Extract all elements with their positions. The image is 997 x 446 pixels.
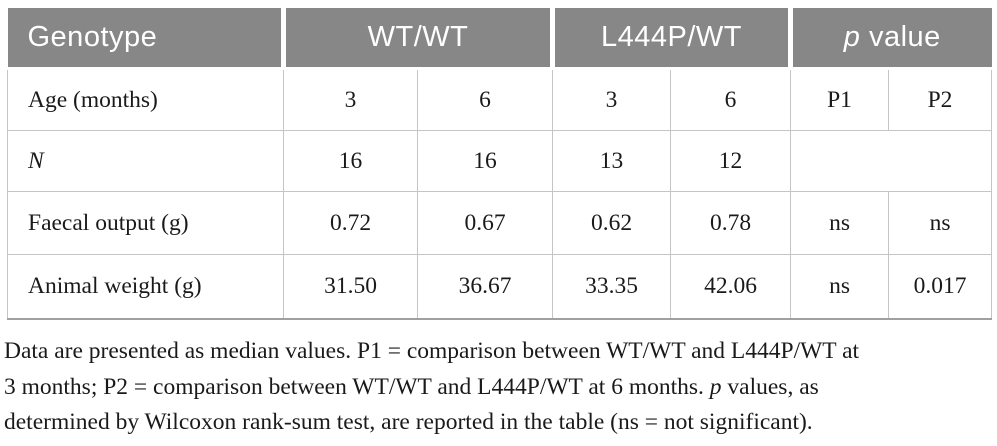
label-animal-weight: Animal weight (g) [7, 254, 284, 320]
footnote-segment: determined by Wilcoxon rank-sum test, ar… [4, 409, 813, 435]
p-value-italic-p: p [843, 21, 861, 53]
table-body: Age (months) 3 6 3 6 P1 P2 N 16 16 13 12… [7, 68, 993, 320]
footnote: Data are presented as median values. P1 … [4, 334, 991, 441]
footnote-line: determined by Wilcoxon rank-sum test, ar… [4, 405, 991, 441]
header-l444pwt: L444P/WT [550, 8, 791, 70]
faecal-p2: ns [888, 191, 993, 255]
row-animal-weight: Animal weight (g) 31.50 36.67 33.35 42.0… [7, 254, 993, 320]
age-l444p-3m: 3 [552, 68, 672, 131]
n-wt-6m: 16 [416, 130, 554, 192]
footnote-line: Data are presented as median values. P1 … [4, 334, 991, 370]
weight-l444p-6m: 42.06 [670, 254, 792, 320]
p-value-rest: value [860, 21, 941, 53]
weight-p1: ns [790, 254, 890, 320]
footnote-italic-segment: p [709, 373, 722, 400]
label-faecal-output: Faecal output (g) [7, 191, 284, 255]
n-wt-3m: 16 [283, 130, 418, 192]
weight-wt-6m: 36.67 [416, 254, 554, 320]
weight-p2: 0.017 [888, 254, 993, 320]
n-l444p-3m: 13 [552, 130, 672, 192]
row-n: N 16 16 13 12 [7, 130, 993, 192]
row-faecal-output: Faecal output (g) 0.72 0.67 0.62 0.78 ns… [7, 191, 993, 255]
header-wtwt: WT/WT [280, 8, 553, 70]
weight-wt-3m: 31.50 [283, 254, 418, 320]
footnote-segment: Data are presented as median values. P1 … [4, 338, 860, 364]
n-l444p-6m: 12 [670, 130, 792, 192]
row-age: Age (months) 3 6 3 6 P1 P2 [7, 68, 993, 131]
table-header: Genotype WT/WT L444P/WT p value [7, 8, 992, 70]
faecal-wt-3m: 0.72 [283, 191, 418, 255]
age-l444p-6m: 6 [670, 68, 792, 131]
weight-l444p-3m: 33.35 [552, 254, 672, 320]
age-p1: P1 [790, 68, 890, 131]
header-row: Genotype WT/WT L444P/WT p value [7, 8, 992, 70]
footnote-segment: values, as [721, 373, 819, 400]
label-n: N [7, 130, 284, 192]
label-age: Age (months) [7, 68, 284, 131]
faecal-p1: ns [790, 191, 890, 255]
age-wt-6m: 6 [416, 68, 554, 131]
age-p2: P2 [888, 68, 993, 131]
faecal-l444p-3m: 0.62 [552, 191, 672, 255]
footnote-segment: 3 months; P2 = comparison between WT/WT … [4, 373, 710, 400]
header-genotype: Genotype [7, 8, 284, 70]
header-p-value: p value [788, 8, 992, 70]
faecal-wt-6m: 0.67 [416, 191, 554, 255]
footnote-line: 3 months; P2 = comparison between WT/WT … [4, 370, 991, 406]
faecal-l444p-6m: 0.78 [670, 191, 792, 255]
genotype-data-table: Genotype WT/WT L444P/WT p value Age (mon… [7, 8, 993, 320]
n-p-empty [790, 130, 993, 192]
age-wt-3m: 3 [283, 68, 418, 131]
